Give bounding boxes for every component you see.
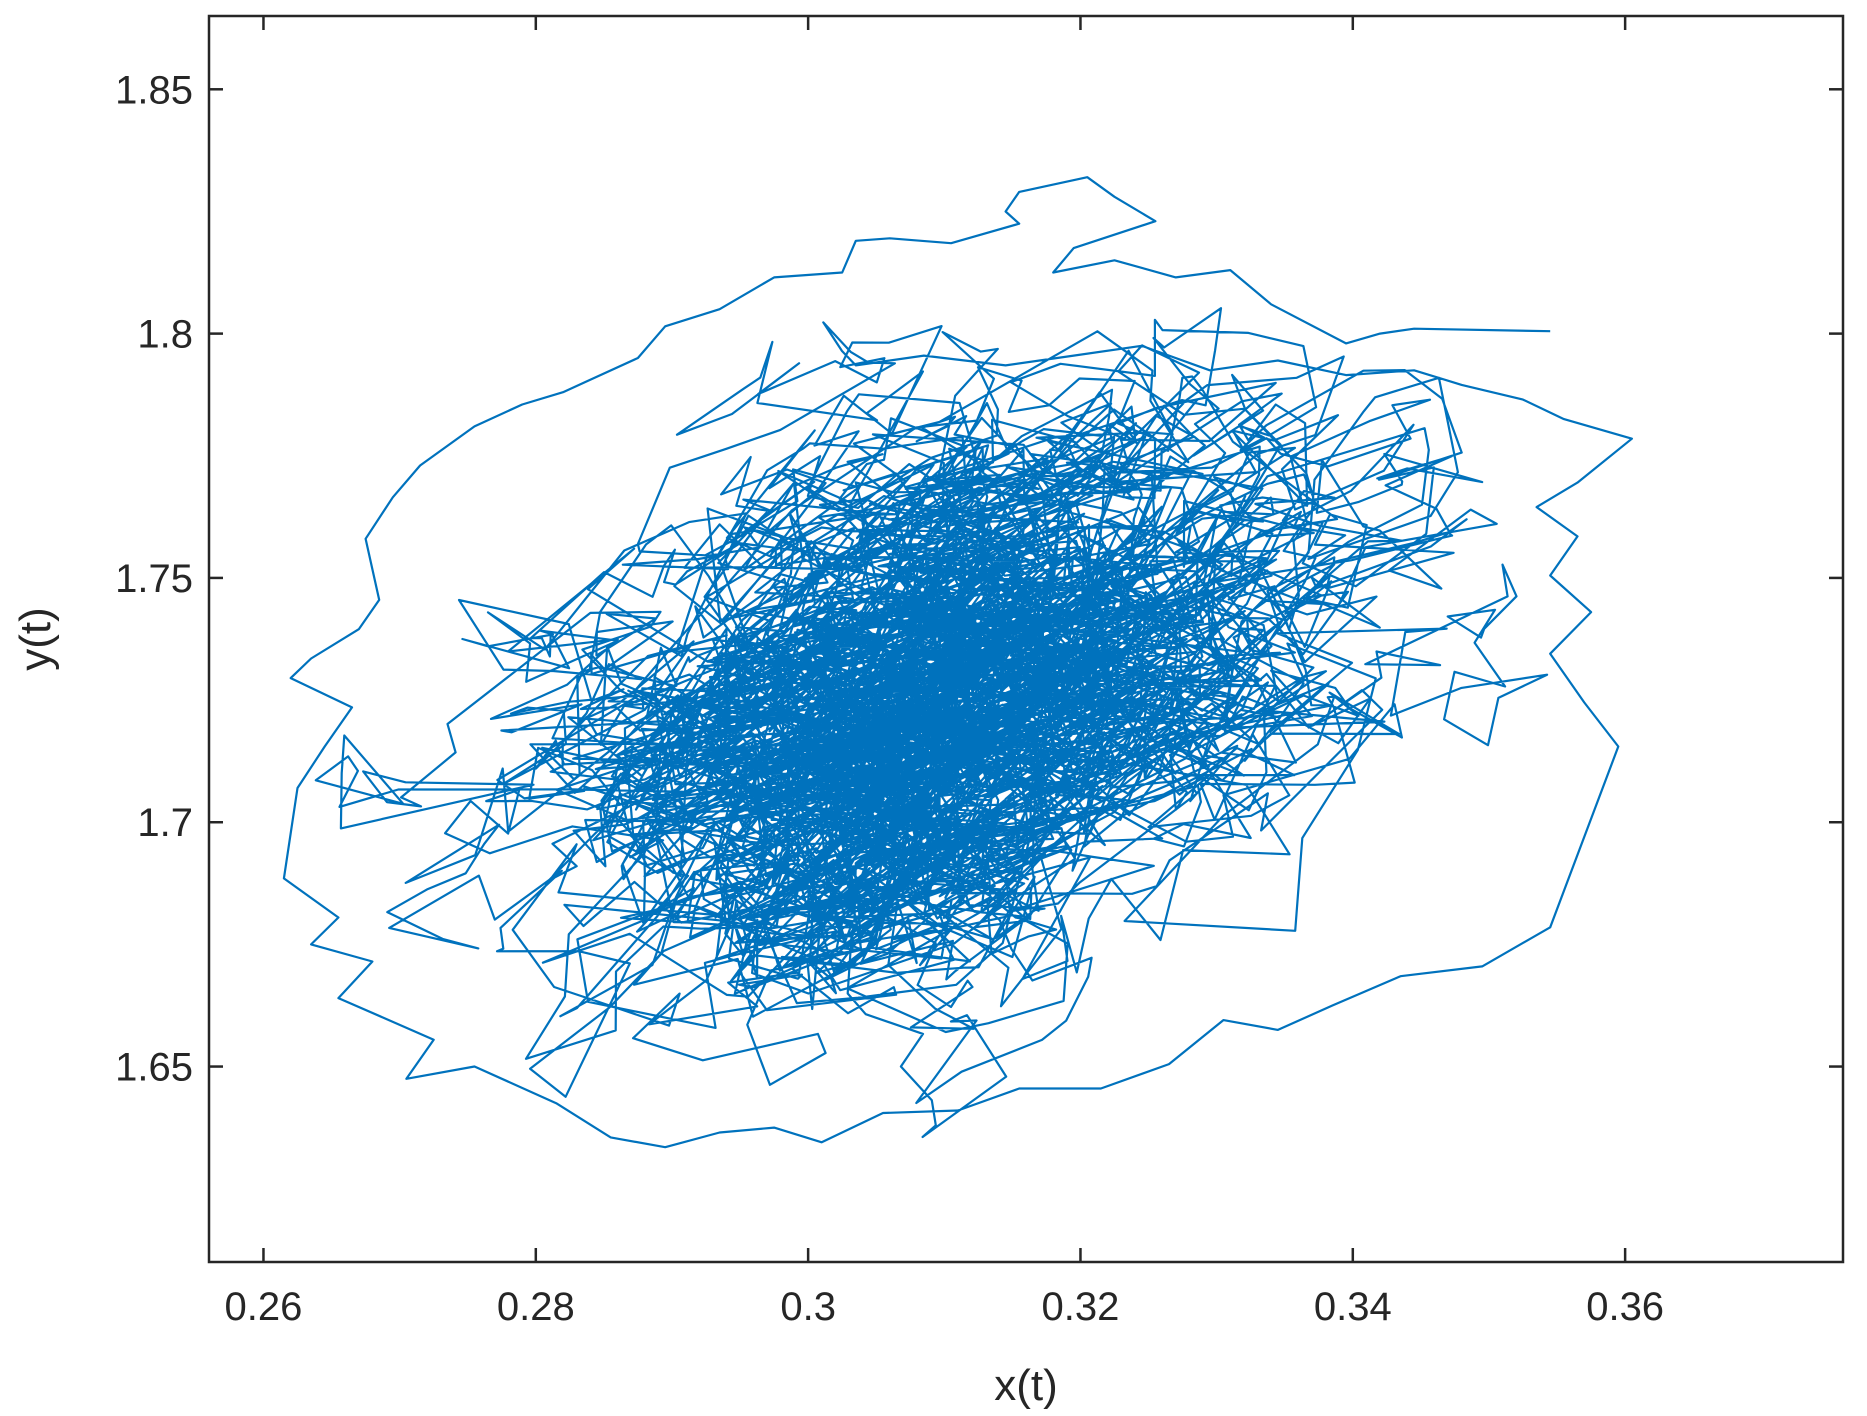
y-tick-label: 1.65 [115,1046,193,1090]
axis-ticks: 0.26 0.28 0.3 0.32 0.34 0.36 1.65 1.7 1.75 1.8 1.8… [115,16,1843,1329]
y-axis-title: y(t) [11,607,60,671]
x-tick-label: 0.32 [1042,1285,1120,1329]
y-tick-label: 1.7 [137,801,193,845]
trajectory-line [282,176,1633,1149]
axes-box [207,14,1845,1264]
plot-area [282,176,1633,1149]
x-tick-label: 0.34 [1314,1285,1392,1329]
y-tick-label: 1.85 [115,68,193,112]
x-axis-title: x(t) [994,1361,1058,1410]
x-tick-label: 0.26 [225,1285,303,1329]
y-tick-label: 1.75 [115,557,193,601]
x-tick-label: 0.28 [497,1285,575,1329]
x-tick-label: 0.36 [1586,1285,1664,1329]
y-tick-label: 1.8 [137,313,193,357]
x-tick-label: 0.3 [780,1285,836,1329]
axes-frame [207,14,1845,1264]
